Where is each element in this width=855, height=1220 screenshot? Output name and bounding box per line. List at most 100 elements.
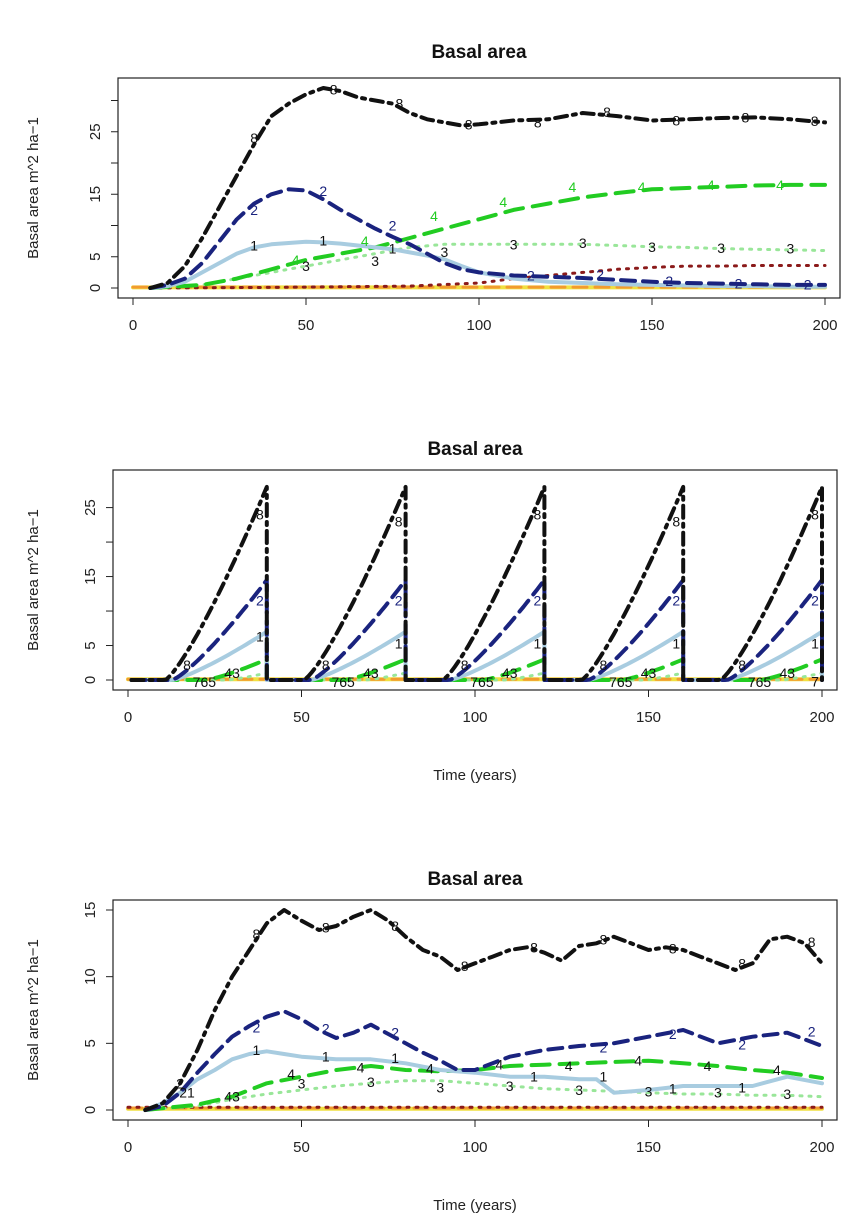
x-tick-label: 0 (124, 709, 132, 726)
series-number-label: 765 (193, 674, 217, 690)
series-number-label: 3 (717, 240, 725, 256)
series-number-label: 2 (250, 202, 258, 218)
series-number-label: 1 (530, 1069, 538, 1085)
y-tick-label: 5 (82, 641, 99, 649)
y-tick-label: 25 (87, 123, 104, 140)
series-number-label: 8 (603, 104, 611, 120)
y-tick-label: 15 (82, 902, 99, 919)
series-line-4 (143, 1058, 824, 1112)
series-number-label: 8 (322, 919, 330, 935)
series-number-label: 8 (738, 657, 746, 673)
series-number-label: 4 (704, 1058, 712, 1074)
series-line-8 (143, 908, 824, 1112)
series-number-label: 3 (441, 244, 449, 260)
y-tick-label: 0 (82, 1106, 99, 1114)
series-number-label: 3 (506, 1078, 514, 1094)
series-number-label: 1 (389, 241, 397, 257)
series-number-label: 3 (298, 1075, 306, 1091)
series-number-label: 21 (179, 1085, 195, 1101)
series-number-label: 8 (599, 657, 607, 673)
x-tick-label: 200 (809, 709, 834, 726)
x-tick-label: 0 (129, 317, 137, 334)
x-tick-label: 200 (809, 1139, 834, 1156)
series-number-label: 1 (252, 1042, 260, 1058)
series-number-label: 765 (331, 674, 355, 690)
series-number-label: 8 (534, 506, 542, 522)
series-line-2 (143, 1009, 824, 1112)
series-group (131, 86, 827, 290)
series-number-label: 4 (499, 194, 507, 210)
y-tick-label: 25 (82, 499, 99, 516)
series-number-label: 1 (669, 1081, 677, 1097)
series-number-label: 7 (811, 673, 819, 689)
series-number-label: 8 (811, 506, 819, 522)
series-number-label: 2 (389, 218, 397, 234)
series-line-4 (148, 182, 827, 290)
series-number-label: 3 (645, 1083, 653, 1099)
series-number-label: 765 (748, 674, 772, 690)
series-number-label: 4 (569, 179, 577, 195)
chart-title: Basal area (431, 42, 527, 63)
series-number-label: 8 (599, 931, 607, 947)
x-axis-label: Time (years) (433, 1197, 517, 1214)
series-number-label: 8 (391, 918, 399, 934)
x-axis-label: Time (years) (433, 767, 517, 784)
series-number-label: 43 (224, 665, 240, 681)
series-number-label: 4 (495, 1057, 503, 1073)
x-tick-label: 50 (293, 709, 310, 726)
series-line-2 (148, 187, 827, 290)
series-group (126, 908, 824, 1112)
series-line-1 (143, 1049, 824, 1112)
series-line-1 (148, 239, 827, 290)
y-tick-label: 0 (87, 284, 104, 292)
series-number-label: 8 (672, 513, 680, 529)
series-number-label: 2 (322, 1021, 330, 1037)
series-line-7 (148, 264, 827, 290)
series-number-label: 8 (530, 939, 538, 955)
series-number-label: 3 (371, 253, 379, 269)
series-number-label: 8 (395, 513, 403, 529)
y-axis-label: Basal area m^2 ha−1 (25, 939, 42, 1081)
series-number-label: 765 (609, 674, 633, 690)
series-number-label: 1 (256, 629, 264, 645)
series-number-label: 1 (391, 1050, 399, 1066)
series-number-label: 8 (396, 96, 404, 112)
series-number-label: 8 (256, 506, 264, 522)
chart-panel-3: Basal area Basal area m^2 ha−1 Time (years… (25, 869, 838, 1214)
series-number-label: 1 (672, 635, 680, 651)
y-axis-label: Basal area m^2 ha−1 (25, 509, 42, 651)
series-number-label: 1 (250, 238, 258, 254)
chart-panel-2: Basal area Basal area m^2 ha−1 Time (years… (25, 439, 838, 784)
series-number-label: 4 (361, 233, 369, 249)
x-tick-label: 50 (298, 317, 315, 334)
series-number-label: 43 (363, 665, 379, 681)
x-tick-label: 200 (812, 317, 837, 334)
series-number-label: 3 (510, 236, 518, 252)
series-number-label: 8 (330, 81, 338, 97)
series-number-label: 8 (738, 955, 746, 971)
series-number-label: 2 (599, 1039, 607, 1055)
series-number-label: 3 (787, 241, 795, 257)
series-number-label: 4 (565, 1058, 573, 1074)
series-number-label: 43 (224, 1089, 240, 1105)
series-number-label: 43 (780, 665, 796, 681)
series-number-label: 1 (534, 635, 542, 651)
series-number-label: 4 (426, 1061, 434, 1077)
series-number-label: 8 (183, 657, 191, 673)
series-number-label: 4 (638, 179, 646, 195)
series-number-label: 3 (367, 1074, 375, 1090)
series-number-label: 2 (395, 593, 403, 609)
series-number-label: 4 (707, 177, 715, 193)
series-number-label: 3 (436, 1079, 444, 1095)
x-tick-label: 100 (462, 709, 487, 726)
series-number-label: 2 (735, 276, 743, 292)
series-number-label: 8 (465, 116, 473, 132)
series-number-label: 2 (672, 593, 680, 609)
series-number-label: 2 (738, 1037, 746, 1053)
series-number-label: 4 (773, 1062, 781, 1078)
series-number-label: 1 (319, 233, 327, 249)
series-number-label: 3 (579, 235, 587, 251)
series-number-label: 2 (176, 1075, 184, 1091)
series-line-8 (129, 484, 824, 682)
